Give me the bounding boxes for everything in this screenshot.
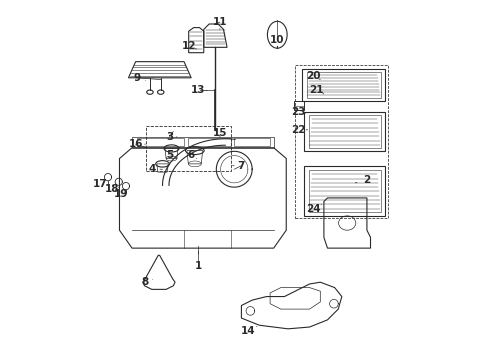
Text: 8: 8 [141, 277, 148, 287]
Text: 23: 23 [292, 107, 306, 117]
Text: 22: 22 [292, 125, 306, 135]
Text: 17: 17 [93, 179, 107, 189]
Text: 6: 6 [188, 150, 195, 160]
Text: 21: 21 [310, 85, 324, 95]
Text: 10: 10 [270, 35, 285, 45]
Text: 5: 5 [166, 150, 173, 160]
Text: 20: 20 [306, 71, 320, 81]
Text: 15: 15 [213, 129, 227, 138]
Text: 24: 24 [306, 204, 320, 214]
Text: 12: 12 [182, 41, 196, 50]
Text: 4: 4 [148, 164, 155, 174]
Text: 1: 1 [195, 261, 202, 271]
Text: 19: 19 [114, 189, 128, 199]
Text: 11: 11 [213, 17, 227, 27]
Text: 16: 16 [128, 139, 143, 149]
Text: 14: 14 [241, 325, 256, 336]
Text: 18: 18 [105, 184, 120, 194]
Text: 13: 13 [191, 85, 206, 95]
Text: 7: 7 [238, 161, 245, 171]
Text: 9: 9 [134, 73, 141, 83]
Text: 2: 2 [363, 175, 370, 185]
Text: 3: 3 [166, 132, 173, 142]
